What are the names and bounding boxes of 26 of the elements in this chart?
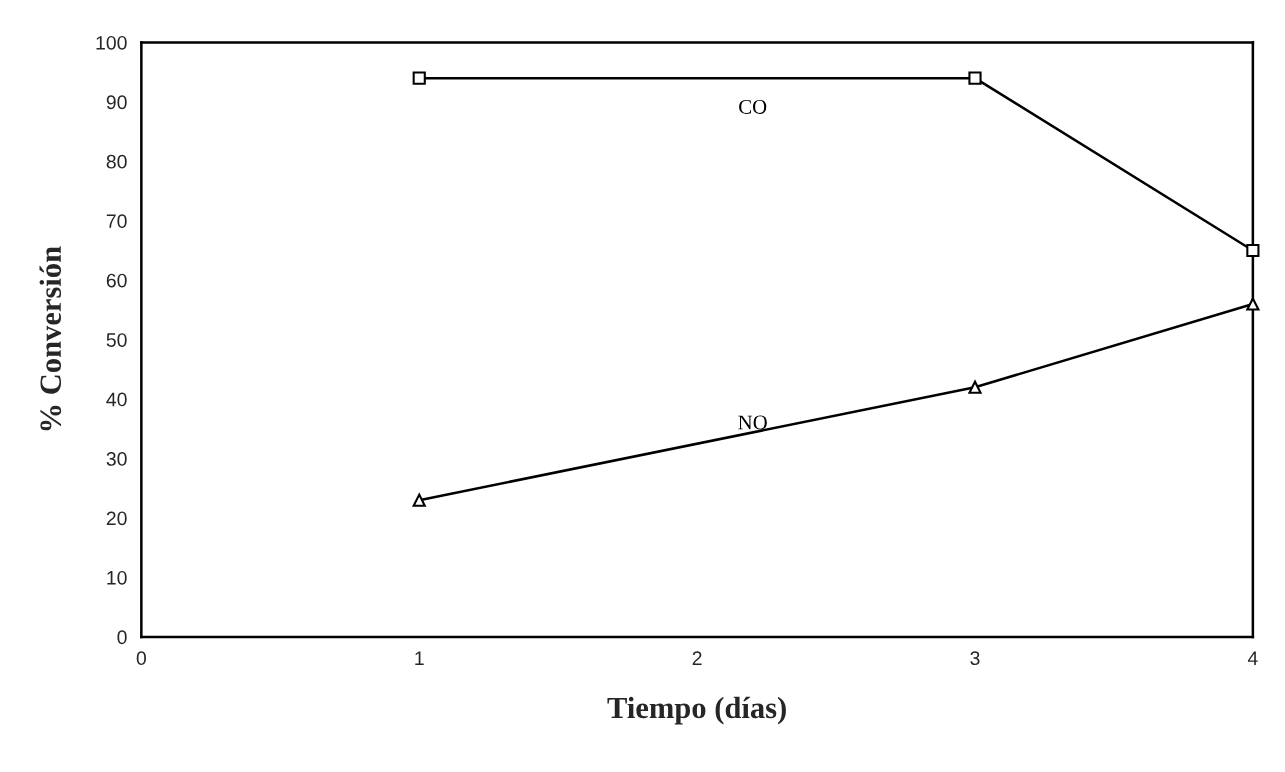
x-axis-title: Tiempo (días) bbox=[607, 696, 786, 725]
y-tick-label: 40 bbox=[106, 392, 127, 407]
y-tick-label: 80 bbox=[106, 154, 127, 169]
y-tick-label: 70 bbox=[106, 214, 127, 229]
x-tick-label: 2 bbox=[692, 651, 702, 665]
point bbox=[968, 71, 982, 85]
y-tick-label: 10 bbox=[107, 570, 127, 585]
y-tick-label: 0 bbox=[117, 630, 127, 645]
point bbox=[1246, 297, 1260, 311]
y-tick-label: 50 bbox=[106, 333, 127, 347]
y-tick-label: 100 bbox=[96, 35, 127, 50]
y-tick-label: 30 bbox=[106, 452, 127, 466]
x-tick-label: 3 bbox=[970, 651, 980, 666]
series-label: NO bbox=[738, 415, 767, 430]
y-tick-label: 20 bbox=[106, 511, 127, 526]
point bbox=[412, 493, 426, 507]
y-tick-label: 60 bbox=[106, 273, 127, 288]
x-tick-label: 1 bbox=[415, 651, 424, 665]
x-tick-label: 0 bbox=[136, 651, 146, 666]
x-tick-label: 4 bbox=[1247, 651, 1258, 665]
y-tick-label: 90 bbox=[106, 95, 127, 110]
point bbox=[412, 71, 426, 85]
point bbox=[968, 380, 982, 394]
series-label: CO bbox=[739, 99, 767, 114]
y-axis-title: % Conversión bbox=[39, 246, 62, 431]
point bbox=[1246, 243, 1260, 258]
